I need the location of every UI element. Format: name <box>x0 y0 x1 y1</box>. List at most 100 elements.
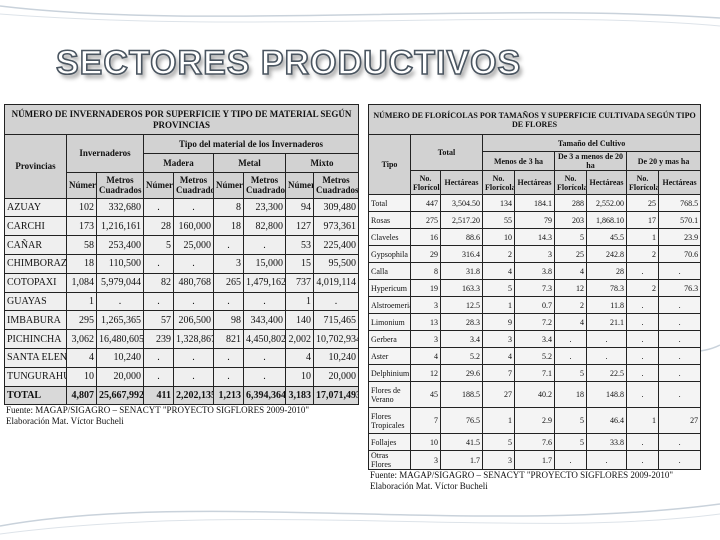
table-cell: 55 <box>482 211 515 229</box>
table-cell: . <box>626 296 659 314</box>
table-cell: 4 <box>482 262 515 280</box>
table-cell: 2,552.00 <box>586 194 627 212</box>
row-label: CAÑAR <box>4 235 67 255</box>
table-cell: 5 <box>554 407 587 434</box>
table-cell: 1.7 <box>440 450 483 470</box>
table-cell: 23,300 <box>243 197 286 218</box>
greenhouse-table-panel: NÚMERO DE INVERNADEROS POR SUPERFICIE Y … <box>3 104 360 462</box>
table-cell: 1 <box>626 407 659 434</box>
table-cell: . <box>554 450 587 470</box>
col-menos-3: Menos de 3 ha <box>482 151 555 171</box>
row-label: Flores Tropicales <box>368 407 411 434</box>
col-numero: Número <box>66 171 97 199</box>
table-cell: 78.3 <box>586 279 627 297</box>
decorative-bottom-swoosh <box>0 503 720 535</box>
table-cell: 265 <box>213 272 244 293</box>
col-mixto: Mixto <box>284 152 360 173</box>
row-label: Hypericum <box>368 279 411 297</box>
table-cell: 57 <box>143 310 174 331</box>
floriculture-table-panel: NÚMERO DE FLORÍCOLAS POR TAMAÑOS Y SUPER… <box>367 104 702 491</box>
col-hectareas: Hectáreas <box>657 170 702 195</box>
table-cell: 10,240 <box>96 347 144 368</box>
table-cell: 1.7 <box>514 450 555 470</box>
table-cell: 1 <box>626 228 659 246</box>
table-cell: . <box>143 291 174 312</box>
table-cell: 5.2 <box>514 347 555 365</box>
table-cell: 768.5 <box>657 194 702 212</box>
col-no-floricolas: No. Florícolas <box>410 170 441 195</box>
table-cell: 206,500 <box>173 310 214 331</box>
table-row: SANTA ELENA410,240....410,240 <box>4 347 360 368</box>
author-note: Elaboración Mat. Víctor Bucheli <box>370 481 488 491</box>
table-cell: 3,183 <box>285 385 314 406</box>
col-no-floricolas: No. Florícolas <box>626 170 659 195</box>
table-cell: 15 <box>285 253 314 274</box>
table-cell: 3 <box>482 450 515 470</box>
table-cell: 2 <box>626 245 659 263</box>
table-cell: 3.4 <box>440 330 483 348</box>
table-cell: . <box>586 450 627 470</box>
table-cell: 332,680 <box>96 197 144 218</box>
table-cell: . <box>173 197 214 218</box>
table-cell: 23.9 <box>657 228 702 246</box>
table-cell: 4 <box>482 347 515 365</box>
table-cell: . <box>554 330 587 348</box>
col-metros: Metros Cuadrados <box>96 171 144 199</box>
table-row: IMBABURA 295 1,265,365 57 206,500 98 343,400 14… <box>4 310 360 331</box>
table-cell: 110,500 <box>96 253 144 274</box>
table-cell: 21.1 <box>586 313 627 331</box>
table-cell: 7.6 <box>514 433 555 451</box>
table-cell: 343,400 <box>243 310 286 331</box>
table-cell: . <box>626 381 659 408</box>
table-cell: 4 <box>410 347 441 365</box>
table-cell: . <box>626 262 659 280</box>
table-cell: 1,084 <box>66 272 97 293</box>
table-cell: . <box>173 253 214 274</box>
table-cell: . <box>657 450 702 470</box>
table-cell: 275 <box>410 211 441 229</box>
table-row: COTOPAXI 1,084 5,979,044 82 480,768 265 1,479,… <box>4 272 360 293</box>
table-row: Total 447 3,504.50 134 184.1 288 2,552.00 25 768… <box>368 194 702 212</box>
table-cell: 3 <box>410 450 441 470</box>
table-cell: . <box>173 366 214 387</box>
table-cell: 253,400 <box>96 235 144 255</box>
table-cell: 22.5 <box>586 364 627 382</box>
row-label: AZUAY <box>4 197 67 218</box>
table-cell: 8 <box>213 197 244 218</box>
table-cell: . <box>626 347 659 365</box>
table-cell: 5 <box>554 228 587 246</box>
table-cell: 3 <box>514 245 555 263</box>
row-label: Limonium <box>368 313 411 331</box>
table-cell: . <box>657 364 702 382</box>
col-tipo: Tipo <box>368 134 411 195</box>
table-cell: 70.6 <box>657 245 702 263</box>
table-cell: 6,394,364 <box>243 385 286 406</box>
row-label: Total <box>368 194 411 212</box>
col-tamano: Tamaño del Cultivo <box>481 134 702 152</box>
table-cell: 40.2 <box>514 381 555 408</box>
table-cell: 2,202,135 <box>173 385 214 406</box>
table-cell: . <box>657 381 702 408</box>
table-cell: 2 <box>482 245 515 263</box>
table-cell: . <box>213 291 244 312</box>
row-label: SANTA ELENA <box>4 347 67 368</box>
table-cell: 79 <box>514 211 555 229</box>
table-row: TOTAL 4,807 25,667,992 411 2,202,135 1,213 6,3… <box>4 385 360 406</box>
table-row: Follajes 10 41.5 5 7.6 5 33.8.. <box>368 433 702 451</box>
floriculture-table: NÚMERO DE FLORÍCOLAS POR TAMAÑOS Y SUPER… <box>367 104 702 470</box>
row-label: TOTAL <box>4 385 67 406</box>
table-cell: 3.4 <box>514 330 555 348</box>
row-label: Claveles <box>368 228 411 246</box>
row-label: IMBABURA <box>4 310 67 331</box>
table-cell: . <box>243 366 286 387</box>
table-cell: . <box>657 296 702 314</box>
row-label: Flores de Verano <box>368 381 411 408</box>
table-title: NÚMERO DE INVERNADEROS POR SUPERFICIE Y … <box>3 104 360 135</box>
col-3-20: De 3 a menos de 20 ha <box>554 151 627 171</box>
table-cell: 16 <box>410 228 441 246</box>
source-note: Fuente: MAGAP/SIGAGRO – SENACYT "PROYECT… <box>370 470 674 480</box>
table-cell: 163.3 <box>440 279 483 297</box>
slide-title: SECTORES PRODUCTIVOS <box>55 43 522 83</box>
table-row: Otras Flores 3 1.7 3 1.7.... <box>368 450 702 470</box>
table-cell: 46.4 <box>586 407 627 434</box>
